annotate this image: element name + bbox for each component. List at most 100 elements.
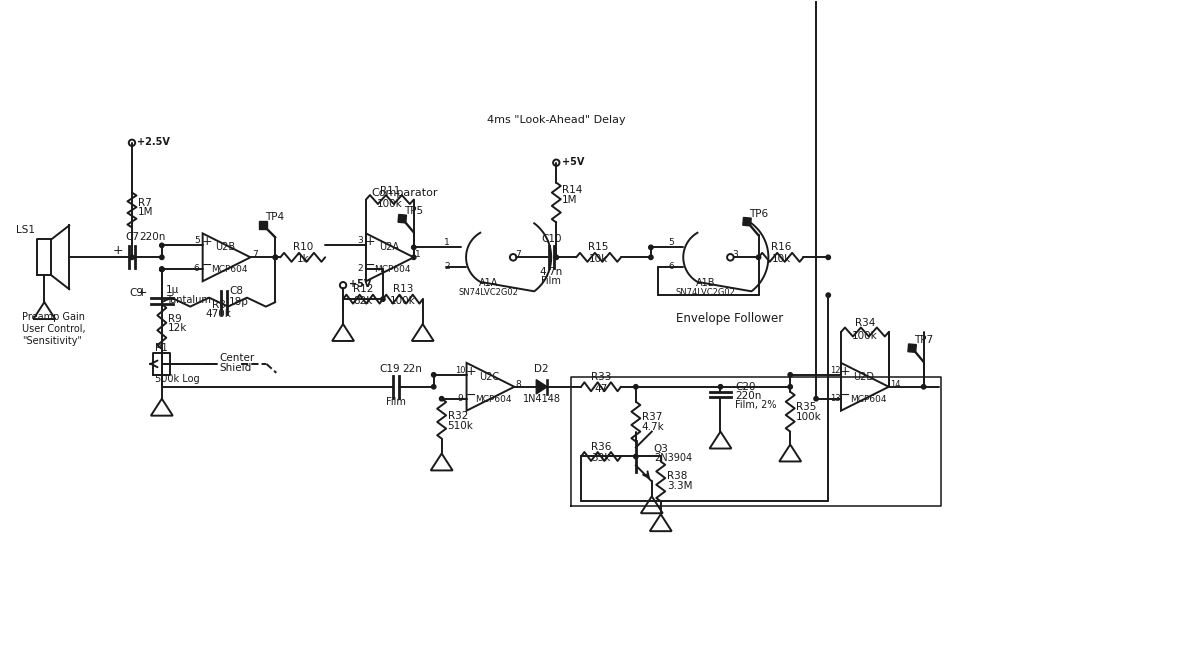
Text: A1A: A1A xyxy=(479,278,498,288)
Text: 22n: 22n xyxy=(402,364,421,374)
Text: TP5: TP5 xyxy=(404,205,424,215)
Text: C8: C8 xyxy=(229,286,244,296)
Text: 82k: 82k xyxy=(353,296,373,306)
Circle shape xyxy=(412,255,416,259)
Circle shape xyxy=(634,385,638,389)
Text: 2: 2 xyxy=(358,264,362,273)
Text: U2B: U2B xyxy=(216,242,235,252)
Text: R34: R34 xyxy=(854,318,875,328)
Text: 2N3904: 2N3904 xyxy=(654,454,692,464)
Text: 100k: 100k xyxy=(796,412,822,422)
Text: Center: Center xyxy=(220,353,254,363)
Text: −: − xyxy=(840,389,851,402)
Text: Film: Film xyxy=(541,276,562,286)
Text: Film, 2%: Film, 2% xyxy=(736,400,776,410)
Text: 1N4148: 1N4148 xyxy=(523,394,560,404)
Text: R11: R11 xyxy=(379,185,400,195)
Text: R16: R16 xyxy=(770,242,791,252)
Text: U2A: U2A xyxy=(379,242,398,252)
Text: 18p: 18p xyxy=(229,297,250,307)
Text: 470k: 470k xyxy=(205,309,232,319)
Text: 1: 1 xyxy=(415,250,421,259)
Polygon shape xyxy=(743,217,751,226)
Circle shape xyxy=(922,385,926,389)
Text: MCP604: MCP604 xyxy=(374,265,412,274)
Text: 3: 3 xyxy=(732,250,738,259)
Text: +: + xyxy=(365,235,376,248)
Text: U2C: U2C xyxy=(479,372,499,382)
Text: −: − xyxy=(202,259,212,272)
Text: SN74LVC2G02: SN74LVC2G02 xyxy=(676,288,736,297)
Text: TP7: TP7 xyxy=(914,335,934,345)
Text: LS1: LS1 xyxy=(17,225,35,235)
Polygon shape xyxy=(398,215,407,223)
Text: U2D: U2D xyxy=(853,372,875,382)
Text: TP4: TP4 xyxy=(265,211,283,221)
Text: 47: 47 xyxy=(594,384,607,394)
Text: 7: 7 xyxy=(252,250,258,259)
Circle shape xyxy=(130,255,134,259)
Circle shape xyxy=(814,397,818,401)
Text: MCP604: MCP604 xyxy=(475,395,511,404)
Text: +5V: +5V xyxy=(348,279,371,289)
Text: 12k: 12k xyxy=(168,323,187,333)
Circle shape xyxy=(649,255,653,259)
Text: 12: 12 xyxy=(829,366,840,375)
Circle shape xyxy=(160,267,164,271)
Circle shape xyxy=(649,245,653,249)
Text: 10k: 10k xyxy=(589,254,608,264)
Text: +5V: +5V xyxy=(562,157,584,167)
Text: Shield: Shield xyxy=(220,363,252,373)
Circle shape xyxy=(412,245,416,249)
Text: R38: R38 xyxy=(667,472,688,482)
Text: 510k: 510k xyxy=(448,421,474,431)
Text: Preamp Gain
User Control,
"Sensitivity": Preamp Gain User Control, "Sensitivity" xyxy=(23,312,86,346)
Circle shape xyxy=(274,255,277,259)
Text: +: + xyxy=(137,286,146,299)
Circle shape xyxy=(439,397,444,401)
Text: SN74LVC2G02: SN74LVC2G02 xyxy=(458,288,518,297)
Text: Comparator: Comparator xyxy=(372,187,438,197)
Polygon shape xyxy=(908,344,917,352)
Text: D2: D2 xyxy=(534,364,550,374)
Text: +: + xyxy=(466,365,476,378)
Circle shape xyxy=(826,293,830,297)
Circle shape xyxy=(160,267,164,271)
Text: C19: C19 xyxy=(379,364,400,374)
Text: 10: 10 xyxy=(455,366,466,375)
Text: A1B: A1B xyxy=(696,278,715,288)
Text: R36: R36 xyxy=(590,442,611,452)
Text: 4ms "Look-Ahead" Delay: 4ms "Look-Ahead" Delay xyxy=(486,115,625,125)
Text: C10: C10 xyxy=(541,234,562,244)
Text: 14: 14 xyxy=(890,380,901,389)
Text: −: − xyxy=(365,259,376,272)
Text: R14: R14 xyxy=(563,185,583,195)
Circle shape xyxy=(432,385,436,389)
Text: 4.7k: 4.7k xyxy=(642,422,665,432)
Text: R9: R9 xyxy=(168,314,181,324)
Text: Q3: Q3 xyxy=(654,444,668,454)
Text: MCP604: MCP604 xyxy=(211,265,247,274)
Circle shape xyxy=(274,255,277,259)
Text: C7: C7 xyxy=(125,232,139,242)
Text: 3: 3 xyxy=(358,236,362,245)
Circle shape xyxy=(432,373,436,377)
Circle shape xyxy=(788,385,792,389)
Circle shape xyxy=(756,255,761,259)
Text: Envelope Follower: Envelope Follower xyxy=(676,312,784,325)
Text: 1μ: 1μ xyxy=(166,285,179,295)
Text: 5: 5 xyxy=(668,238,674,247)
Text: R12: R12 xyxy=(353,284,373,294)
Circle shape xyxy=(554,255,558,259)
Text: P1: P1 xyxy=(155,343,168,353)
Text: +: + xyxy=(840,365,851,378)
Text: 100k: 100k xyxy=(390,296,415,306)
Text: R13: R13 xyxy=(392,284,413,294)
Text: 6: 6 xyxy=(668,262,674,271)
Text: 4.7n: 4.7n xyxy=(540,267,563,277)
Text: 220n: 220n xyxy=(139,232,166,242)
Text: 8: 8 xyxy=(516,380,522,389)
Text: −: − xyxy=(466,389,475,402)
Text: 6: 6 xyxy=(194,264,199,273)
Text: R35: R35 xyxy=(796,402,816,412)
